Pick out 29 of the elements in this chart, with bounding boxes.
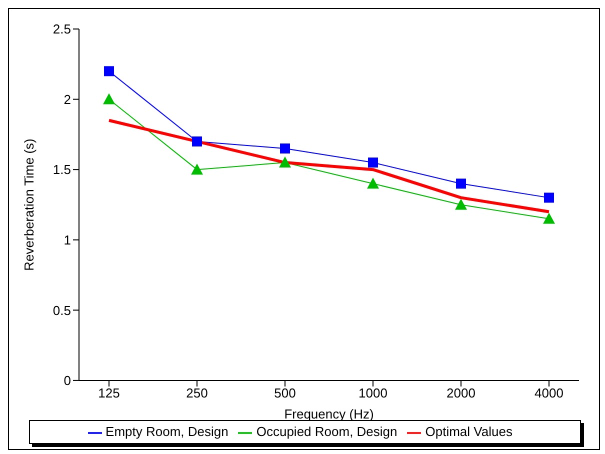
x-tick-label: 125 — [98, 386, 120, 401]
point — [368, 158, 378, 168]
x-axis-title: Frequency (Hz) — [284, 406, 374, 422]
x-tick-label: 2000 — [446, 386, 476, 401]
point — [279, 156, 291, 168]
point — [280, 143, 290, 154]
y-tick-label: 2.5 — [52, 22, 71, 37]
point — [367, 178, 379, 189]
point — [103, 93, 115, 104]
point — [104, 66, 114, 76]
y-axis-title: Reverberation Time (s) — [22, 138, 37, 271]
point — [455, 198, 467, 210]
point — [192, 136, 202, 146]
legend-label: Occupied Room, Design — [256, 424, 398, 440]
y-tick-label: 2 — [64, 92, 71, 107]
point — [543, 212, 555, 224]
x-tick-label: 250 — [186, 386, 208, 401]
legend-label: Optimal Values — [425, 424, 512, 440]
point — [456, 178, 466, 189]
y-tick-label: 1 — [64, 232, 71, 248]
y-tick-label: 1.5 — [52, 162, 71, 178]
x-tick-label: 1000 — [358, 386, 388, 401]
point — [191, 164, 203, 175]
legend-label: Empty Room, Design — [106, 424, 228, 440]
point — [544, 192, 554, 203]
y-tick-label: 0 — [64, 373, 71, 388]
y-tick-label: 0.5 — [52, 302, 71, 318]
x-tick-label: 4000 — [534, 386, 564, 401]
x-tick-label: 500 — [274, 386, 296, 401]
